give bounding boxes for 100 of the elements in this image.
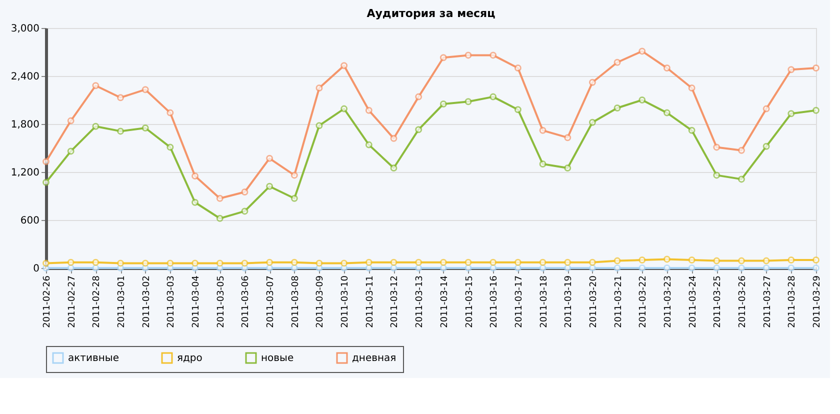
point <box>440 54 447 62</box>
point <box>490 93 497 100</box>
point <box>67 117 74 124</box>
y-tick-label: 600 <box>20 216 40 226</box>
x-tick-label: 2011-03-20 <box>588 275 599 328</box>
point <box>514 64 522 72</box>
point <box>788 110 795 118</box>
point <box>415 258 422 266</box>
point <box>440 264 447 272</box>
y-tick-label: 3,000 <box>10 24 40 34</box>
point <box>340 62 348 70</box>
point <box>738 257 745 264</box>
point <box>588 78 596 86</box>
x-tick-label: 2011-02-28 <box>92 275 102 328</box>
point <box>390 258 398 266</box>
x-tick-label: 2011-03-09 <box>316 275 326 328</box>
point <box>415 264 422 272</box>
point <box>490 52 497 59</box>
point <box>812 256 820 264</box>
point <box>216 214 224 222</box>
x-tick-label: 2011-03-03 <box>166 276 177 328</box>
point <box>92 122 100 130</box>
point <box>614 58 621 66</box>
x-tick-label: 2011-03-18 <box>539 275 550 328</box>
x-tick-label: 2011-03-26 <box>738 275 748 328</box>
point <box>464 98 472 106</box>
point <box>241 188 248 196</box>
point <box>713 257 720 264</box>
point <box>688 126 696 134</box>
point <box>564 164 572 172</box>
point <box>440 258 447 266</box>
x-tick-label: 2011-03-13 <box>415 276 426 328</box>
point <box>564 264 572 272</box>
point <box>464 264 472 272</box>
point <box>688 256 696 264</box>
point <box>713 264 720 272</box>
point <box>762 264 770 272</box>
y-tick-label: 0 <box>33 264 40 274</box>
point <box>663 109 670 116</box>
point <box>688 264 696 272</box>
x-tick-label: 2011-03-17 <box>514 276 524 328</box>
point <box>788 264 795 272</box>
x-tick-label: 2011-02-27 <box>67 276 78 328</box>
point <box>166 260 174 267</box>
x-tick-label: 2011-03-24 <box>688 275 698 328</box>
point <box>638 264 646 272</box>
point <box>266 182 274 190</box>
point <box>588 258 596 266</box>
point <box>266 258 274 266</box>
x-tick-label: 2011-03-23 <box>663 276 674 328</box>
point <box>738 176 745 183</box>
point <box>390 264 398 272</box>
point <box>738 264 745 272</box>
point <box>514 258 522 266</box>
point <box>638 48 646 55</box>
point <box>464 52 472 59</box>
point <box>266 154 274 162</box>
point <box>117 94 124 102</box>
x-tick-label: 2011-03-28 <box>788 275 798 328</box>
x-tick-label: 2011-03-12 <box>390 276 400 328</box>
point <box>142 260 149 267</box>
point <box>464 258 472 266</box>
point <box>490 264 497 272</box>
point <box>539 258 546 266</box>
point <box>166 144 174 151</box>
point <box>390 164 398 172</box>
point <box>117 260 124 267</box>
point <box>216 194 224 202</box>
point <box>142 124 149 132</box>
x-tick-label: 2011-03-10 <box>340 275 351 328</box>
x-tick-label: 2011-03-06 <box>241 275 252 328</box>
point <box>216 260 224 267</box>
point <box>812 106 820 114</box>
point <box>142 86 149 94</box>
x-tick-label: 2011-02-26 <box>42 275 52 328</box>
legend-label: ядро <box>177 353 202 364</box>
point <box>788 66 795 74</box>
point <box>713 172 720 179</box>
x-tick-label: 2011-03-08 <box>290 275 301 328</box>
point <box>614 104 621 112</box>
point <box>92 264 100 272</box>
point <box>588 264 596 272</box>
point <box>192 172 199 180</box>
point <box>762 257 770 264</box>
point <box>663 256 670 263</box>
point <box>638 96 646 104</box>
x-tick-label: 2011-03-14 <box>440 275 450 328</box>
point <box>365 106 372 114</box>
point <box>564 258 572 266</box>
point <box>92 258 100 266</box>
point <box>42 158 50 166</box>
point <box>192 260 199 267</box>
point <box>614 264 621 272</box>
point <box>192 198 199 206</box>
point <box>514 106 522 114</box>
point <box>92 82 100 90</box>
point <box>614 257 621 264</box>
point <box>67 258 74 266</box>
legend-label: дневная <box>352 353 396 364</box>
x-tick-label: 2011-03-21 <box>614 276 624 328</box>
